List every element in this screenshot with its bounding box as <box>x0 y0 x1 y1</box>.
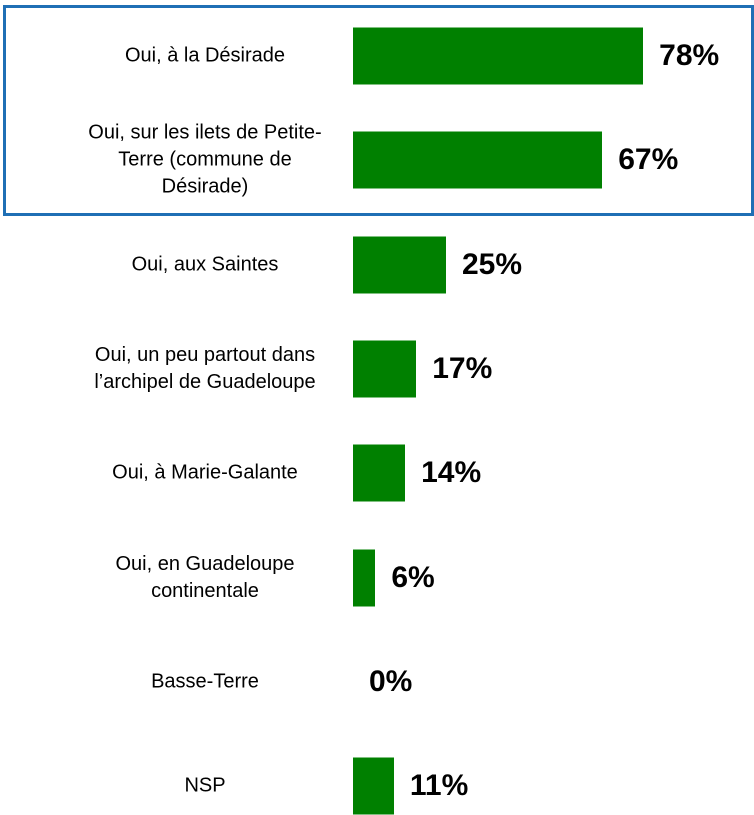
value-label: 67% <box>618 143 679 177</box>
bar <box>353 131 603 189</box>
category-label: Oui, aux Saintes <box>131 253 279 276</box>
value-label: 78% <box>659 39 720 72</box>
value-label: 14% <box>421 456 482 490</box>
value-label: 11% <box>409 769 469 803</box>
category-label: Oui, en Guadeloupe continentale <box>115 552 295 602</box>
category-label: NSP <box>184 774 226 797</box>
highlight-box <box>3 5 754 216</box>
category-label: Oui, à Marie-Galante <box>112 461 298 484</box>
category-label: Oui, sur les ilets de Petite-Terre (comm… <box>88 121 322 198</box>
bar <box>353 757 394 815</box>
value-label: 25% <box>462 247 523 281</box>
category-label: Basse-Terre <box>151 670 259 693</box>
value-label: 17% <box>432 351 493 385</box>
value-label: 6% <box>391 560 435 594</box>
bar <box>353 27 644 85</box>
value-label: 0% <box>369 664 413 698</box>
bar <box>353 236 446 294</box>
bar <box>353 340 417 398</box>
category-label: Oui, à la Désirade <box>124 44 286 67</box>
category-label: Oui, un peu partout dans l’archipel de G… <box>94 343 316 393</box>
bar <box>353 444 406 502</box>
bar <box>353 549 376 606</box>
